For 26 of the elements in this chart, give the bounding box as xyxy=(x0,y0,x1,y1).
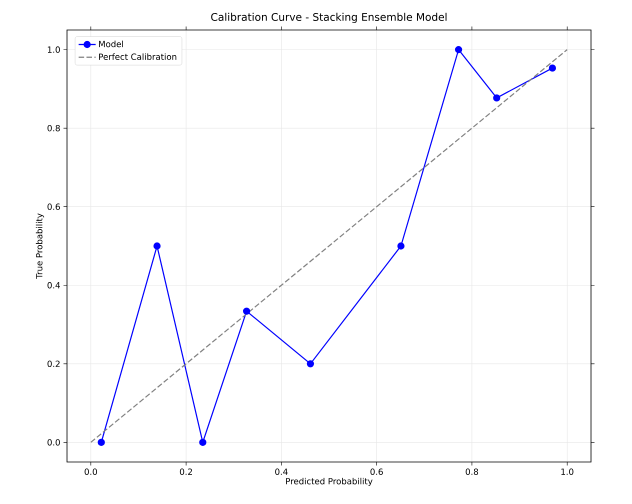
y-axis-title: True Probability xyxy=(36,213,44,279)
x-tick-label: 0.6 xyxy=(370,468,383,475)
y-tick-label: 1.0 xyxy=(48,46,60,53)
x-tick-label: 1.0 xyxy=(561,468,574,475)
point xyxy=(199,438,206,446)
y-tick-label: 0.0 xyxy=(48,439,60,446)
point xyxy=(548,64,556,72)
x-axis-title: Predicted Probability xyxy=(286,478,373,486)
y-tick-label: 0.2 xyxy=(48,360,60,368)
point xyxy=(397,242,405,250)
point xyxy=(493,94,500,102)
point xyxy=(242,308,250,315)
legend-label: Perfect Calibration xyxy=(99,53,176,60)
point xyxy=(98,438,105,446)
y-tick-label: 0.4 xyxy=(48,282,60,288)
x-tick-label: 0.4 xyxy=(275,468,288,475)
y-tick-label: 0.6 xyxy=(48,203,60,210)
x-tick-label: 0.8 xyxy=(466,468,478,475)
point xyxy=(306,360,314,368)
x-tick-label: 0.0 xyxy=(84,468,98,475)
x-tick-label: 0.2 xyxy=(180,468,192,475)
point xyxy=(454,46,462,54)
point xyxy=(153,242,161,250)
y-tick-label: 0.8 xyxy=(48,124,60,132)
legend-label: Model xyxy=(99,40,123,48)
chart-title: Calibration Curve - Stacking Ensemble Model xyxy=(211,12,447,23)
